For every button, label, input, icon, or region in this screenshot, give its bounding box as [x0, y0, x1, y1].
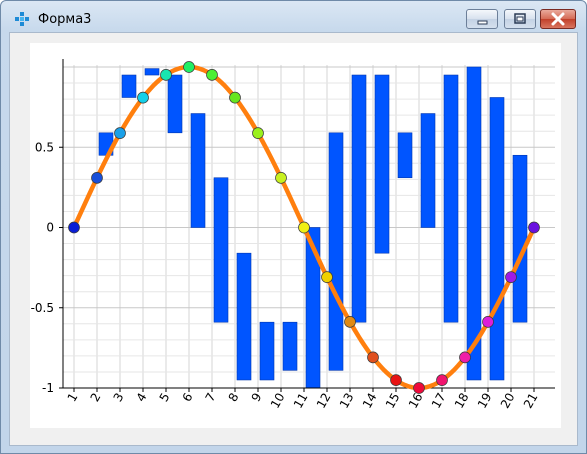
bar [190, 113, 206, 228]
x-tick-label: 18 [452, 391, 472, 411]
x-tick-label: 20 [498, 391, 518, 411]
x-tick-label: 5 [157, 391, 173, 405]
data-point [183, 61, 195, 73]
x-tick-label: 17 [429, 391, 449, 411]
data-point [252, 127, 264, 139]
data-point [91, 172, 103, 184]
bar [397, 132, 413, 179]
x-axis-labels: 1 2 3 4 5 6 7 8 9 10 11 12 13 14 15 16 17 18 19 20 21 [65, 391, 541, 411]
data-point [137, 91, 149, 104]
x-tick-label: 1 [65, 391, 81, 405]
app-grid-icon [15, 12, 29, 26]
y-axis-labels: 0.5 0 -0.5 -1 [31, 140, 54, 395]
bar [489, 97, 505, 381]
y-tick-label: -1 [42, 381, 54, 395]
chart-bars [98, 66, 528, 389]
data-point [344, 316, 356, 328]
data-point [436, 374, 448, 386]
close-icon [551, 12, 565, 26]
x-tick-label: 21 [521, 391, 541, 411]
x-tick-label: 7 [203, 391, 219, 405]
data-point [459, 351, 471, 364]
maximize-button[interactable] [504, 9, 536, 29]
bar [121, 74, 137, 98]
title-bar[interactable]: Форма3 [1, 1, 586, 31]
x-tick-label: 15 [383, 391, 403, 411]
bar [351, 74, 367, 323]
data-point [206, 69, 218, 81]
form-client-area: 0.5 0 -0.5 -1 1 2 3 4 5 6 7 8 9 10 11 12 13 14 15 16 17 18 19… [9, 32, 578, 446]
minimize-button[interactable] [466, 9, 498, 29]
bar [236, 252, 252, 381]
bar [374, 74, 390, 254]
chart-markers [68, 61, 540, 394]
y-tick-label: 0 [46, 221, 54, 235]
close-button[interactable] [540, 9, 576, 29]
y-tick-label: 0.5 [35, 140, 54, 154]
chart-axes [59, 59, 555, 392]
x-tick-label: 12 [314, 391, 334, 411]
x-tick-label: 13 [337, 391, 357, 411]
data-point [413, 382, 425, 394]
y-tick-label: -0.5 [31, 301, 54, 315]
x-tick-label: 6 [180, 391, 196, 405]
x-tick-label: 4 [134, 391, 150, 405]
data-point [114, 127, 126, 139]
data-point [505, 271, 517, 283]
x-tick-label: 2 [88, 391, 104, 405]
bar [466, 66, 482, 381]
x-tick-label: 11 [291, 391, 311, 411]
x-tick-label: 8 [226, 391, 242, 405]
data-point [528, 221, 540, 234]
minimize-icon [477, 20, 488, 25]
bar [443, 74, 459, 323]
chart: 0.50-0.5-1 1 2 3 4 5 6 7 8 9 10 11 12 13 14 15 16 17 18 19… [31, 59, 555, 411]
data-point [229, 91, 241, 104]
data-point [275, 172, 287, 184]
x-tick-label: 16 [406, 391, 426, 411]
data-point [298, 221, 310, 234]
data-point [367, 351, 379, 364]
bar [512, 154, 528, 323]
data-point [321, 271, 333, 283]
data-point [160, 69, 172, 81]
chart-panel: 0.5 0 -0.5 -1 1 2 3 4 5 6 7 8 9 10 11 12 13 14 15 16 17 18 19… [30, 43, 561, 428]
maximize-icon [514, 13, 526, 24]
bar [144, 68, 160, 76]
x-tick-label: 10 [268, 391, 288, 411]
bar [420, 113, 436, 228]
window-title: Форма3 [38, 12, 92, 27]
bar [282, 321, 298, 371]
x-tick-label: 3 [111, 391, 127, 405]
x-tick-label: 19 [475, 391, 495, 411]
data-point [68, 221, 80, 234]
data-point [390, 374, 402, 386]
bar [328, 132, 344, 371]
bar [213, 177, 229, 323]
data-point [482, 316, 494, 328]
bar [167, 74, 183, 134]
x-tick-label: 9 [249, 391, 265, 405]
bar [259, 321, 275, 381]
x-tick-label: 14 [360, 391, 380, 411]
